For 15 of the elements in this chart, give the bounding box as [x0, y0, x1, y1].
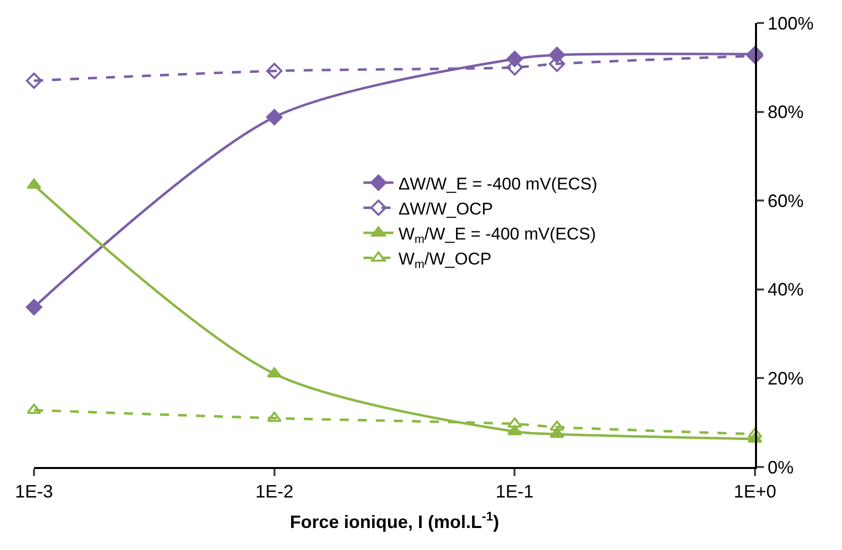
legend-label: W$_{m}$/W_E = -400 mV(ECS)	[398, 224, 596, 246]
x-tick-label: 1E+0	[734, 482, 776, 502]
y-tick-label: 0%	[768, 457, 794, 478]
legend-label: ΔW/W_E = -400 mV(ECS)	[398, 174, 598, 194]
x-tick-label: 1E-2	[255, 482, 294, 502]
y-tick-label: 20%	[768, 368, 804, 388]
legend-label: W$_{m}$/W_OCP	[398, 250, 492, 272]
x-tick-label: 1E-3	[14, 482, 54, 502]
y-tick-label: 60%	[768, 190, 804, 211]
x-tick-label: 1E-1	[496, 482, 534, 502]
x-axis-title: Force ionique, I (mol.L$^{-1}$)	[290, 510, 500, 532]
y-tick-label: 80%	[768, 102, 804, 122]
y-tick-label: 40%	[768, 280, 804, 300]
y-tick-label: 100%	[768, 13, 814, 34]
legend-label: ΔW/W_OCP	[398, 199, 493, 218]
